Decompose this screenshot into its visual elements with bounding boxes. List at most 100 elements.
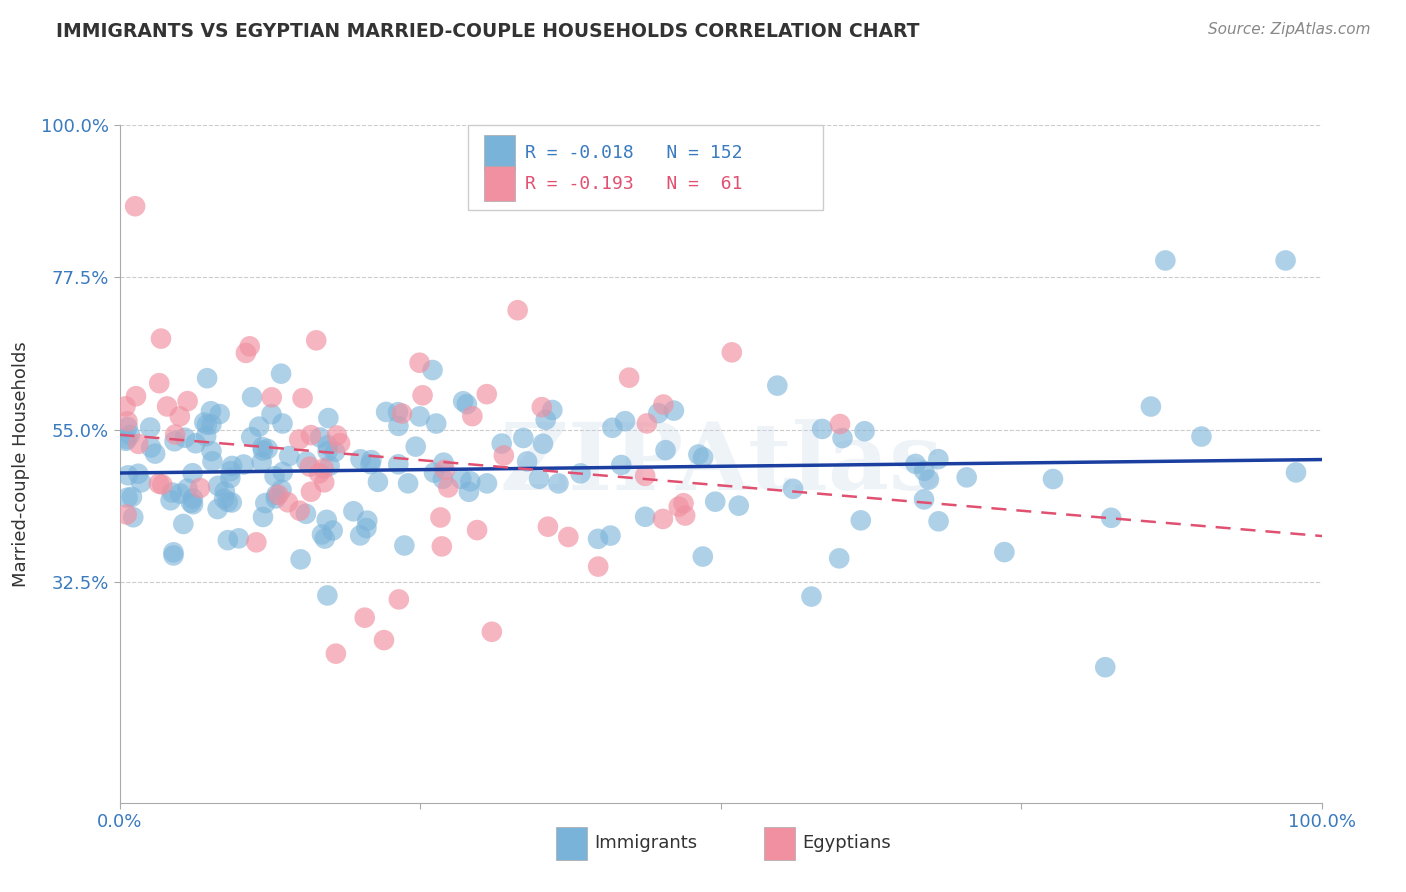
Point — [181, 497, 204, 511]
Point — [673, 508, 696, 523]
Point — [652, 398, 675, 412]
Point — [318, 411, 340, 425]
Point — [299, 428, 322, 442]
Point — [295, 507, 318, 521]
Point — [245, 535, 267, 549]
FancyBboxPatch shape — [555, 827, 588, 860]
Point — [217, 495, 239, 509]
Point — [115, 432, 138, 446]
Point — [662, 403, 685, 417]
Point — [252, 443, 274, 458]
Point — [727, 499, 749, 513]
Point — [270, 367, 292, 381]
Point — [117, 420, 139, 434]
Point — [537, 519, 560, 533]
Point — [904, 457, 927, 471]
Point — [375, 405, 398, 419]
Point — [270, 483, 292, 497]
Point — [256, 442, 278, 456]
Point — [326, 428, 349, 442]
Point — [349, 452, 371, 467]
Point — [139, 420, 162, 434]
Point — [150, 477, 173, 491]
Point — [208, 407, 231, 421]
FancyBboxPatch shape — [484, 166, 515, 201]
Point — [928, 514, 950, 528]
Point — [314, 532, 336, 546]
Point — [547, 476, 569, 491]
Point — [252, 510, 274, 524]
Point — [219, 471, 242, 485]
Text: IMMIGRANTS VS EGYPTIAN MARRIED-COUPLE HOUSEHOLDS CORRELATION CHART: IMMIGRANTS VS EGYPTIAN MARRIED-COUPLE HO… — [56, 22, 920, 41]
Point — [408, 356, 430, 370]
Point — [271, 465, 294, 479]
Point — [388, 592, 411, 607]
Point — [174, 431, 197, 445]
Point — [314, 475, 336, 490]
Point — [207, 502, 229, 516]
Point — [465, 523, 488, 537]
Point — [295, 454, 318, 468]
Point — [309, 430, 332, 444]
Point — [425, 417, 447, 431]
Point — [305, 334, 328, 348]
Point — [394, 539, 416, 553]
Point — [668, 500, 690, 514]
FancyBboxPatch shape — [763, 827, 796, 860]
Point — [159, 493, 181, 508]
Point — [260, 390, 283, 404]
Point — [1094, 660, 1116, 674]
Point — [1154, 253, 1177, 268]
Point — [217, 533, 239, 548]
Point — [557, 530, 579, 544]
Point — [329, 436, 352, 450]
Point — [672, 496, 695, 510]
Point — [828, 417, 851, 431]
Point — [1191, 429, 1213, 443]
Point — [353, 610, 375, 624]
Point — [993, 545, 1015, 559]
Point — [396, 476, 419, 491]
Point — [451, 394, 474, 409]
Point — [214, 484, 236, 499]
Point — [704, 494, 727, 508]
Point — [288, 504, 311, 518]
Point — [180, 496, 202, 510]
Point — [239, 339, 262, 353]
Point — [201, 454, 224, 468]
Point — [278, 449, 301, 463]
Point — [432, 456, 454, 470]
Point — [430, 540, 453, 554]
Point — [927, 452, 949, 467]
Point — [118, 428, 141, 442]
Point — [450, 472, 472, 486]
Point — [114, 434, 136, 448]
Point — [356, 514, 378, 528]
Point — [162, 545, 184, 559]
Point — [918, 473, 941, 487]
Point — [429, 510, 451, 524]
Point — [531, 436, 554, 450]
Point — [240, 390, 263, 404]
Point — [263, 469, 285, 483]
Point — [458, 484, 481, 499]
Point — [195, 371, 218, 385]
Point — [342, 504, 364, 518]
Point — [461, 409, 484, 423]
Point — [277, 495, 299, 509]
Point — [458, 475, 481, 489]
Point — [290, 552, 312, 566]
Point — [117, 468, 139, 483]
Point — [412, 388, 434, 402]
Point — [122, 510, 145, 524]
Point — [721, 345, 744, 359]
Point — [433, 463, 456, 477]
Point — [481, 624, 503, 639]
Point — [212, 491, 235, 506]
Point — [169, 486, 191, 500]
Point — [541, 403, 564, 417]
Text: Source: ZipAtlas.com: Source: ZipAtlas.com — [1208, 22, 1371, 37]
Point — [692, 450, 714, 465]
Point — [264, 491, 287, 506]
Point — [221, 495, 243, 509]
